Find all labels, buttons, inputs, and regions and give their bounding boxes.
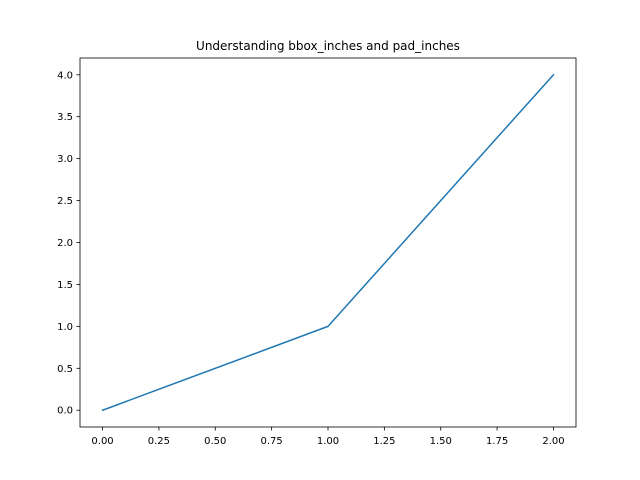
y-tick-label: 0.5 xyxy=(57,364,73,375)
x-tick-label: 0.50 xyxy=(204,436,226,447)
series-line xyxy=(101,73,555,412)
x-tick-label: 0.00 xyxy=(91,436,113,447)
y-tick-label: 2.5 xyxy=(57,196,73,207)
x-tick-label: 1.50 xyxy=(430,436,452,447)
plot-area-frame xyxy=(79,57,577,428)
y-axis: 0.0 0.5 1.0 1.5 2.0 2.5 3.0 3.5 4.0 xyxy=(57,70,80,417)
y-tick-label: 3.0 xyxy=(57,154,73,165)
x-tick-label: 1.75 xyxy=(486,436,508,447)
x-axis: 0.00 0.25 0.50 0.75 1.00 1.25 1.50 1.75 2.00 xyxy=(91,427,565,447)
series-layer xyxy=(101,73,555,412)
x-tick-label: 0.25 xyxy=(148,436,170,447)
y-tick-label: 1.5 xyxy=(57,280,73,291)
y-tick-label: 3.5 xyxy=(57,112,73,123)
x-tick-label: 1.00 xyxy=(317,436,339,447)
y-tick-label: 0.0 xyxy=(57,406,73,417)
x-tick-label: 0.75 xyxy=(261,436,283,447)
x-tick-label: 1.25 xyxy=(373,436,395,447)
y-tick-label: 4.0 xyxy=(57,70,73,81)
y-tick-label: 1.0 xyxy=(57,322,73,333)
y-tick-label: 2.0 xyxy=(57,238,73,249)
x-tick-label: 2.00 xyxy=(542,436,564,447)
chart-title: Understanding bbox_inches and pad_inches xyxy=(196,39,460,53)
